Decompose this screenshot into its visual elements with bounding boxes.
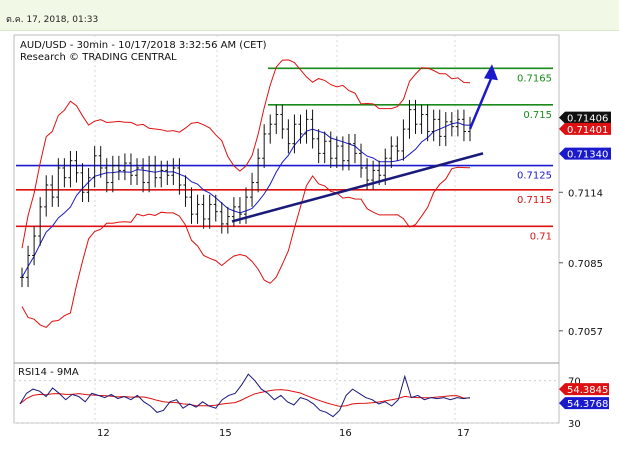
- axes: 12 15 16 17 0.7114 0.7085 0.7057 0.714060.71401…: [97, 111, 611, 439]
- projection-arrow-head: [484, 64, 498, 81]
- rsi-tick-label: 30: [568, 419, 581, 430]
- price-tag-shape: [559, 111, 611, 124]
- y-tick-label: 0.7057: [568, 327, 603, 338]
- lower-band: [21, 166, 471, 328]
- price-tag: 0.71340: [559, 147, 611, 161]
- y-tick-label: 0.7114: [568, 188, 603, 199]
- rsi-tag-shape: [559, 383, 609, 396]
- chart-title: AUD/USD - 30min - 10/17/2018 3:32:56 AM …: [20, 40, 267, 51]
- price-tag-label: 0.71406: [567, 114, 608, 125]
- horizontal-levels: 0.7165 0.715 0.7125 0.7115 0.71: [16, 67, 553, 242]
- price-tag-shape: [559, 122, 611, 135]
- y-tick-label: 0.7085: [568, 259, 603, 270]
- level-label: 0.7125: [517, 171, 552, 182]
- level-label: 0.7115: [517, 195, 552, 206]
- rsi-line: [19, 373, 471, 418]
- rsi-tag-label: 54.3845: [567, 385, 608, 396]
- level-label: 0.7165: [517, 73, 552, 84]
- price-tag: 0.71406: [559, 111, 611, 125]
- trendline: [231, 64, 498, 223]
- x-tick-label: 17: [457, 428, 470, 439]
- price-tag-shape: [559, 147, 611, 160]
- indicator-name: RSI14 - 9MA: [18, 367, 79, 378]
- x-tick-label: 12: [97, 428, 110, 439]
- projection-arrow-shaft: [468, 75, 494, 130]
- rsi-tag-label: 54.3768: [567, 399, 608, 410]
- candles: [20, 99, 472, 288]
- upper-band: [21, 59, 471, 249]
- grid: [14, 35, 559, 424]
- rsi-tag: 54.3768: [559, 397, 609, 410]
- price-tag-label: 0.71340: [567, 150, 608, 161]
- rsi-tag-shape: [559, 397, 609, 410]
- trendline: [231, 152, 484, 223]
- x-tick-label: 16: [339, 428, 352, 439]
- x-tick-label: 15: [219, 428, 232, 439]
- level-label: 0.71: [530, 231, 552, 242]
- price-tag-label: 0.71401: [567, 125, 608, 136]
- header-bar: ต.ค. 17, 2018, 01:33: [0, 0, 619, 31]
- rsi-tick-label: 70: [568, 377, 581, 388]
- price-chart: 0.7165 0.715 0.7125 0.7115 0.71 12 15 16 17 0.71…: [13, 34, 611, 439]
- level-label: 0.715: [523, 110, 552, 121]
- rsi-tag: 54.3845: [559, 383, 609, 396]
- datetime-label: ต.ค. 17, 2018, 01:33: [6, 15, 99, 25]
- rsi-ma-line: [19, 389, 470, 407]
- plot-area: [13, 34, 560, 424]
- chart-subtitle: Research © TRADING CENTRAL: [20, 52, 177, 63]
- price-tag: 0.71401: [559, 122, 611, 136]
